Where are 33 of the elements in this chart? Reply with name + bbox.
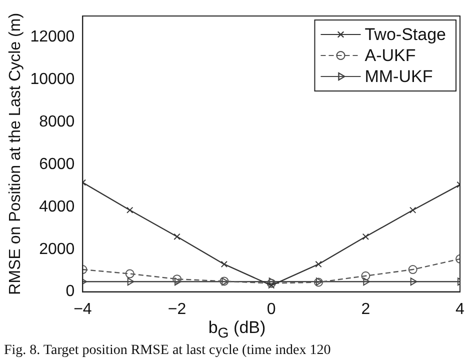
point: [361, 271, 370, 280]
x-tick-label: 2: [361, 300, 370, 318]
legend-label: A-UKF: [364, 46, 416, 66]
x-tick-label: 4: [456, 300, 465, 318]
point: [410, 206, 416, 214]
point: [410, 278, 418, 286]
point: [268, 282, 275, 289]
point: [174, 278, 182, 286]
point: [363, 278, 370, 286]
y-tick-label: 10000: [30, 71, 75, 88]
x-tick-label: 0: [266, 300, 276, 318]
y-tick-label: 4000: [39, 198, 75, 216]
point: [220, 260, 228, 268]
point: [315, 260, 322, 268]
legend-label: MM-UKF: [364, 67, 433, 86]
point: [174, 233, 180, 240]
point: [126, 206, 134, 214]
point: [125, 269, 134, 278]
point: [127, 278, 134, 286]
y-axis-title: RMSE on Position at the Last Cycle (m): [7, 12, 24, 295]
legend-label: Two-Stage: [364, 25, 446, 44]
y-tick-label: 6000: [39, 156, 75, 173]
point: [362, 233, 369, 240]
point: [172, 274, 182, 284]
x-tick-label: −4: [74, 300, 92, 318]
point: [408, 265, 418, 274]
y-tick-label: 8000: [39, 113, 75, 130]
y-tick-label: 12000: [30, 28, 75, 46]
y-tick-label: 0: [66, 283, 75, 300]
y-tick-label: 2000: [39, 240, 75, 258]
x-axis-title: b$_{G}$ (dB): [207, 318, 267, 342]
caption: Fig. 8. Target position RMSE at last cycle (time index 120: [4, 343, 331, 359]
x-tick-label: −2: [168, 300, 186, 318]
